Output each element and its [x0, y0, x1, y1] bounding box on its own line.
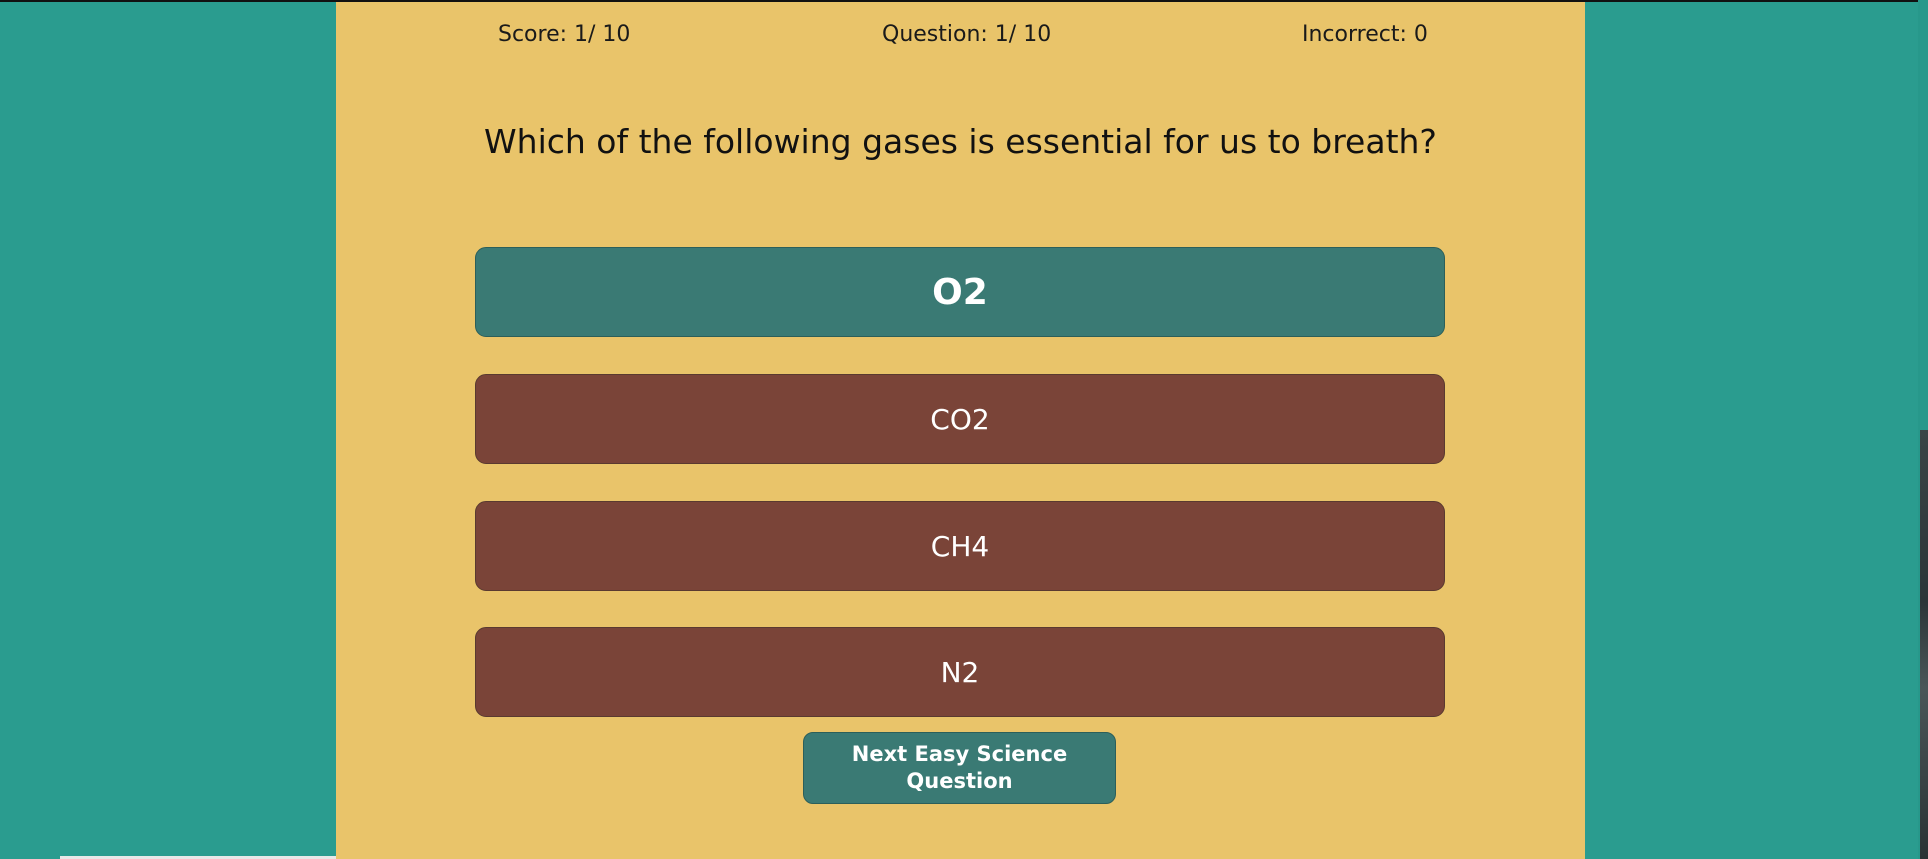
question-text: Which of the following gases is essentia…	[484, 122, 1437, 161]
answer-button-ch4[interactable]: CH4	[475, 501, 1445, 591]
background-strip	[1920, 430, 1928, 859]
quiz-panel: Score: 1/ 10 Question: 1/ 10 Incorrect: …	[336, 2, 1585, 859]
next-question-button[interactable]: Next Easy Science Question	[803, 732, 1116, 804]
question-counter: Question: 1/ 10	[882, 22, 1052, 47]
score-display: Score: 1/ 10	[498, 22, 631, 47]
window-edge	[1918, 0, 1928, 859]
incorrect-counter: Incorrect: 0	[1302, 22, 1428, 47]
answer-button-n2[interactable]: N2	[475, 627, 1445, 717]
bottom-divider	[60, 856, 490, 859]
top-border	[0, 0, 1928, 2]
answer-button-o2[interactable]: O2	[475, 247, 1445, 337]
answer-button-co2[interactable]: CO2	[475, 374, 1445, 464]
